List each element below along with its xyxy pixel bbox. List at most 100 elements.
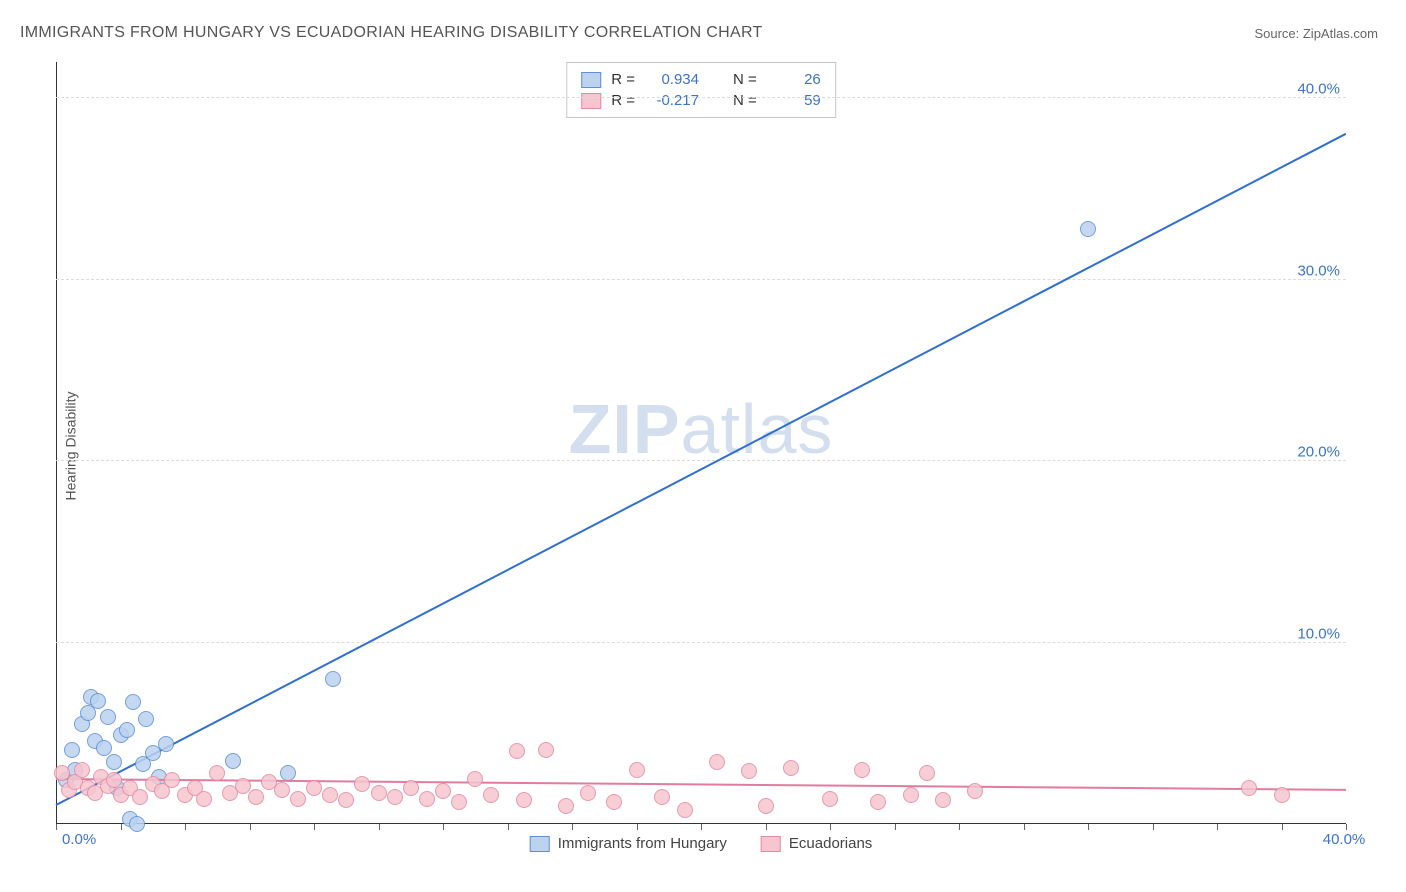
x-tick-mark	[185, 824, 186, 830]
data-point-ecuadorians	[354, 776, 370, 792]
data-point-ecuadorians	[903, 787, 919, 803]
source-link[interactable]: ZipAtlas.com	[1303, 26, 1378, 41]
legend-swatch	[761, 836, 781, 852]
data-point-hungary	[158, 736, 174, 752]
legend-n-value: 59	[767, 92, 821, 109]
watermark-bold: ZIP	[569, 390, 681, 468]
data-point-hungary	[90, 693, 106, 709]
data-point-ecuadorians	[935, 792, 951, 808]
x-tick-mark	[250, 824, 251, 830]
watermark-light: atlas	[681, 390, 834, 468]
x-tick-mark	[1346, 824, 1347, 830]
legend-series-item: Immigrants from Hungary	[530, 835, 727, 852]
legend-r-label: R =	[611, 92, 635, 109]
data-point-ecuadorians	[1241, 780, 1257, 796]
data-point-ecuadorians	[483, 787, 499, 803]
data-point-ecuadorians	[741, 763, 757, 779]
legend-swatch	[581, 93, 601, 109]
data-point-ecuadorians	[783, 760, 799, 776]
data-point-ecuadorians	[419, 791, 435, 807]
data-point-hungary	[106, 754, 122, 770]
data-point-hungary	[64, 742, 80, 758]
data-point-hungary	[100, 709, 116, 725]
x-tick-mark	[1217, 824, 1218, 830]
data-point-ecuadorians	[854, 762, 870, 778]
data-point-hungary	[119, 722, 135, 738]
data-point-ecuadorians	[387, 789, 403, 805]
data-point-ecuadorians	[1274, 787, 1290, 803]
y-tick-label: 30.0%	[1297, 262, 1340, 279]
data-point-ecuadorians	[822, 791, 838, 807]
data-point-ecuadorians	[516, 792, 532, 808]
legend-swatch	[581, 72, 601, 88]
data-point-ecuadorians	[558, 798, 574, 814]
data-point-ecuadorians	[403, 780, 419, 796]
data-point-ecuadorians	[290, 791, 306, 807]
data-point-ecuadorians	[967, 783, 983, 799]
source-attribution: Source: ZipAtlas.com	[1254, 26, 1378, 41]
data-point-hungary	[225, 753, 241, 769]
x-tick-mark	[1088, 824, 1089, 830]
legend-correlation-row: R = 0.934 N = 26	[581, 69, 821, 90]
data-point-ecuadorians	[164, 772, 180, 788]
x-tick-mark	[1153, 824, 1154, 830]
legend-n-label: N =	[733, 92, 757, 109]
legend-series-item: Ecuadorians	[761, 835, 872, 852]
legend-n-label: N =	[733, 71, 757, 88]
y-tick-label: 10.0%	[1297, 625, 1340, 642]
x-tick-mark	[959, 824, 960, 830]
x-origin-label: 0.0%	[62, 831, 96, 848]
data-point-ecuadorians	[451, 794, 467, 810]
data-point-ecuadorians	[132, 789, 148, 805]
x-tick-mark	[443, 824, 444, 830]
x-tick-mark	[314, 824, 315, 830]
legend-correlation: R = 0.934 N = 26 R = -0.217 N = 59	[566, 62, 836, 118]
grid-line	[56, 642, 1346, 643]
x-tick-mark	[379, 824, 380, 830]
data-point-ecuadorians	[538, 742, 554, 758]
data-point-hungary	[325, 671, 341, 687]
watermark: ZIPatlas	[569, 389, 834, 469]
x-tick-mark	[895, 824, 896, 830]
data-point-ecuadorians	[870, 794, 886, 810]
x-tick-mark	[830, 824, 831, 830]
legend-series-label: Immigrants from Hungary	[558, 835, 727, 852]
x-tick-mark	[121, 824, 122, 830]
data-point-ecuadorians	[248, 789, 264, 805]
data-point-ecuadorians	[338, 792, 354, 808]
data-point-ecuadorians	[435, 783, 451, 799]
legend-r-value: 0.934	[645, 71, 699, 88]
data-point-ecuadorians	[74, 762, 90, 778]
chart-title: IMMIGRANTS FROM HUNGARY VS ECUADORIAN HE…	[20, 24, 763, 42]
chart-area: ZIPatlas R =0.934N =26R =-0.217N =59 Imm…	[56, 62, 1346, 842]
data-point-ecuadorians	[209, 765, 225, 781]
data-point-ecuadorians	[654, 789, 670, 805]
legend-n-value: 26	[767, 71, 821, 88]
data-point-ecuadorians	[274, 782, 290, 798]
x-max-label: 40.0%	[1323, 831, 1366, 848]
grid-line	[56, 279, 1346, 280]
data-point-ecuadorians	[306, 780, 322, 796]
legend-correlation-row: R = -0.217 N = 59	[581, 90, 821, 111]
x-tick-mark	[508, 824, 509, 830]
trend-line-hungary	[56, 133, 1347, 806]
data-point-ecuadorians	[677, 802, 693, 818]
data-point-ecuadorians	[322, 787, 338, 803]
grid-line	[56, 97, 1346, 98]
grid-line	[56, 460, 1346, 461]
y-axis-line	[56, 62, 57, 824]
data-point-ecuadorians	[758, 798, 774, 814]
legend-series-label: Ecuadorians	[789, 835, 872, 852]
source-prefix: Source:	[1254, 26, 1302, 41]
legend-r-value: -0.217	[645, 92, 699, 109]
data-point-ecuadorians	[196, 791, 212, 807]
data-point-ecuadorians	[629, 762, 645, 778]
legend-series: Immigrants from Hungary Ecuadorians	[530, 835, 873, 852]
x-tick-mark	[1024, 824, 1025, 830]
legend-r-label: R =	[611, 71, 635, 88]
data-point-ecuadorians	[467, 771, 483, 787]
y-tick-label: 20.0%	[1297, 444, 1340, 461]
data-point-ecuadorians	[371, 785, 387, 801]
x-tick-mark	[637, 824, 638, 830]
data-point-hungary	[1080, 221, 1096, 237]
